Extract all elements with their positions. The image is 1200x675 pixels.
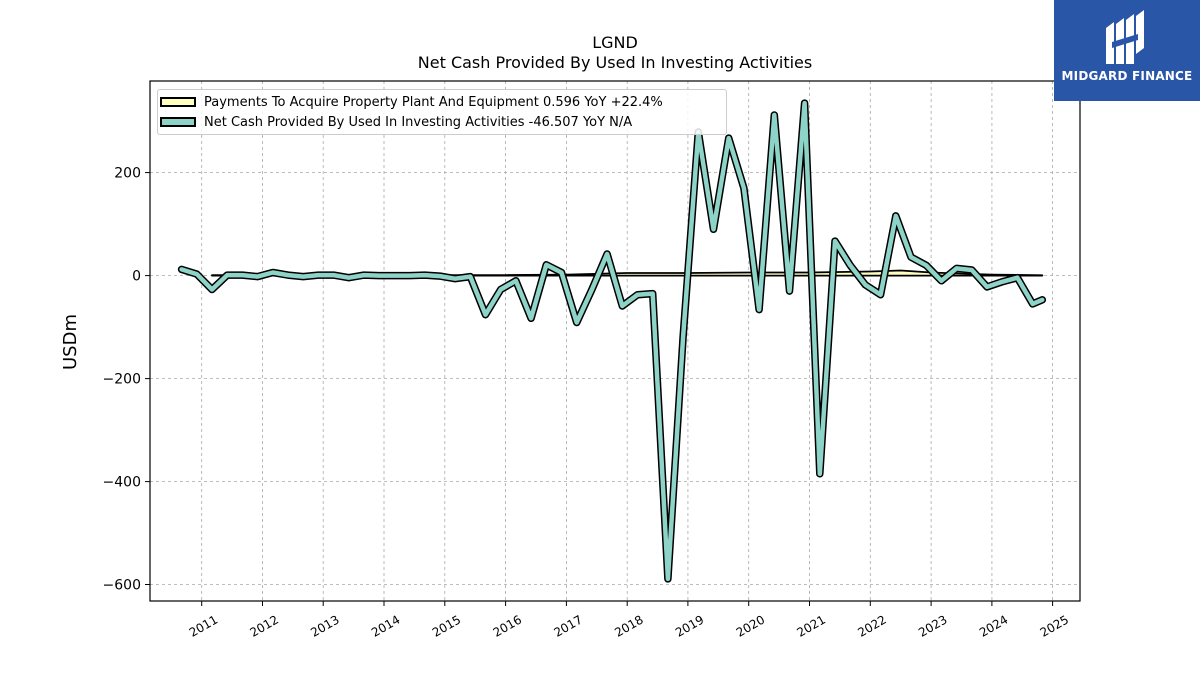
plot-frame xyxy=(149,80,1081,602)
midgard-logo-icon xyxy=(1106,10,1144,64)
y-tick-label: −200 xyxy=(103,372,141,388)
gridlines xyxy=(150,81,1080,601)
y-tick-label: 200 xyxy=(114,166,141,182)
logo-text: MIDGARD FINANCE xyxy=(1061,69,1193,83)
legend-swatch-ppe xyxy=(160,97,196,107)
series-layer xyxy=(177,99,1047,583)
chart-title: LGND xyxy=(592,33,638,52)
y-tick-label: −400 xyxy=(103,475,141,491)
y-tick-label: −600 xyxy=(103,578,141,594)
chart-subtitle: Net Cash Provided By Used In Investing A… xyxy=(418,53,812,72)
legend-swatch-investing xyxy=(160,117,196,127)
legend-entry-ppe: Payments To Acquire Property Plant And E… xyxy=(158,92,663,112)
chart-legend: Payments To Acquire Property Plant And E… xyxy=(157,89,727,135)
y-tick-label: 0 xyxy=(132,269,141,285)
midgard-logo: MIDGARD FINANCE xyxy=(1054,0,1200,101)
y-axis-label: USDm xyxy=(60,314,81,370)
legend-label-investing: Net Cash Provided By Used In Investing A… xyxy=(204,114,633,130)
series-investing-line xyxy=(179,100,1045,582)
legend-entry-investing: Net Cash Provided By Used In Investing A… xyxy=(158,112,632,132)
legend-label-ppe: Payments To Acquire Property Plant And E… xyxy=(204,94,663,110)
